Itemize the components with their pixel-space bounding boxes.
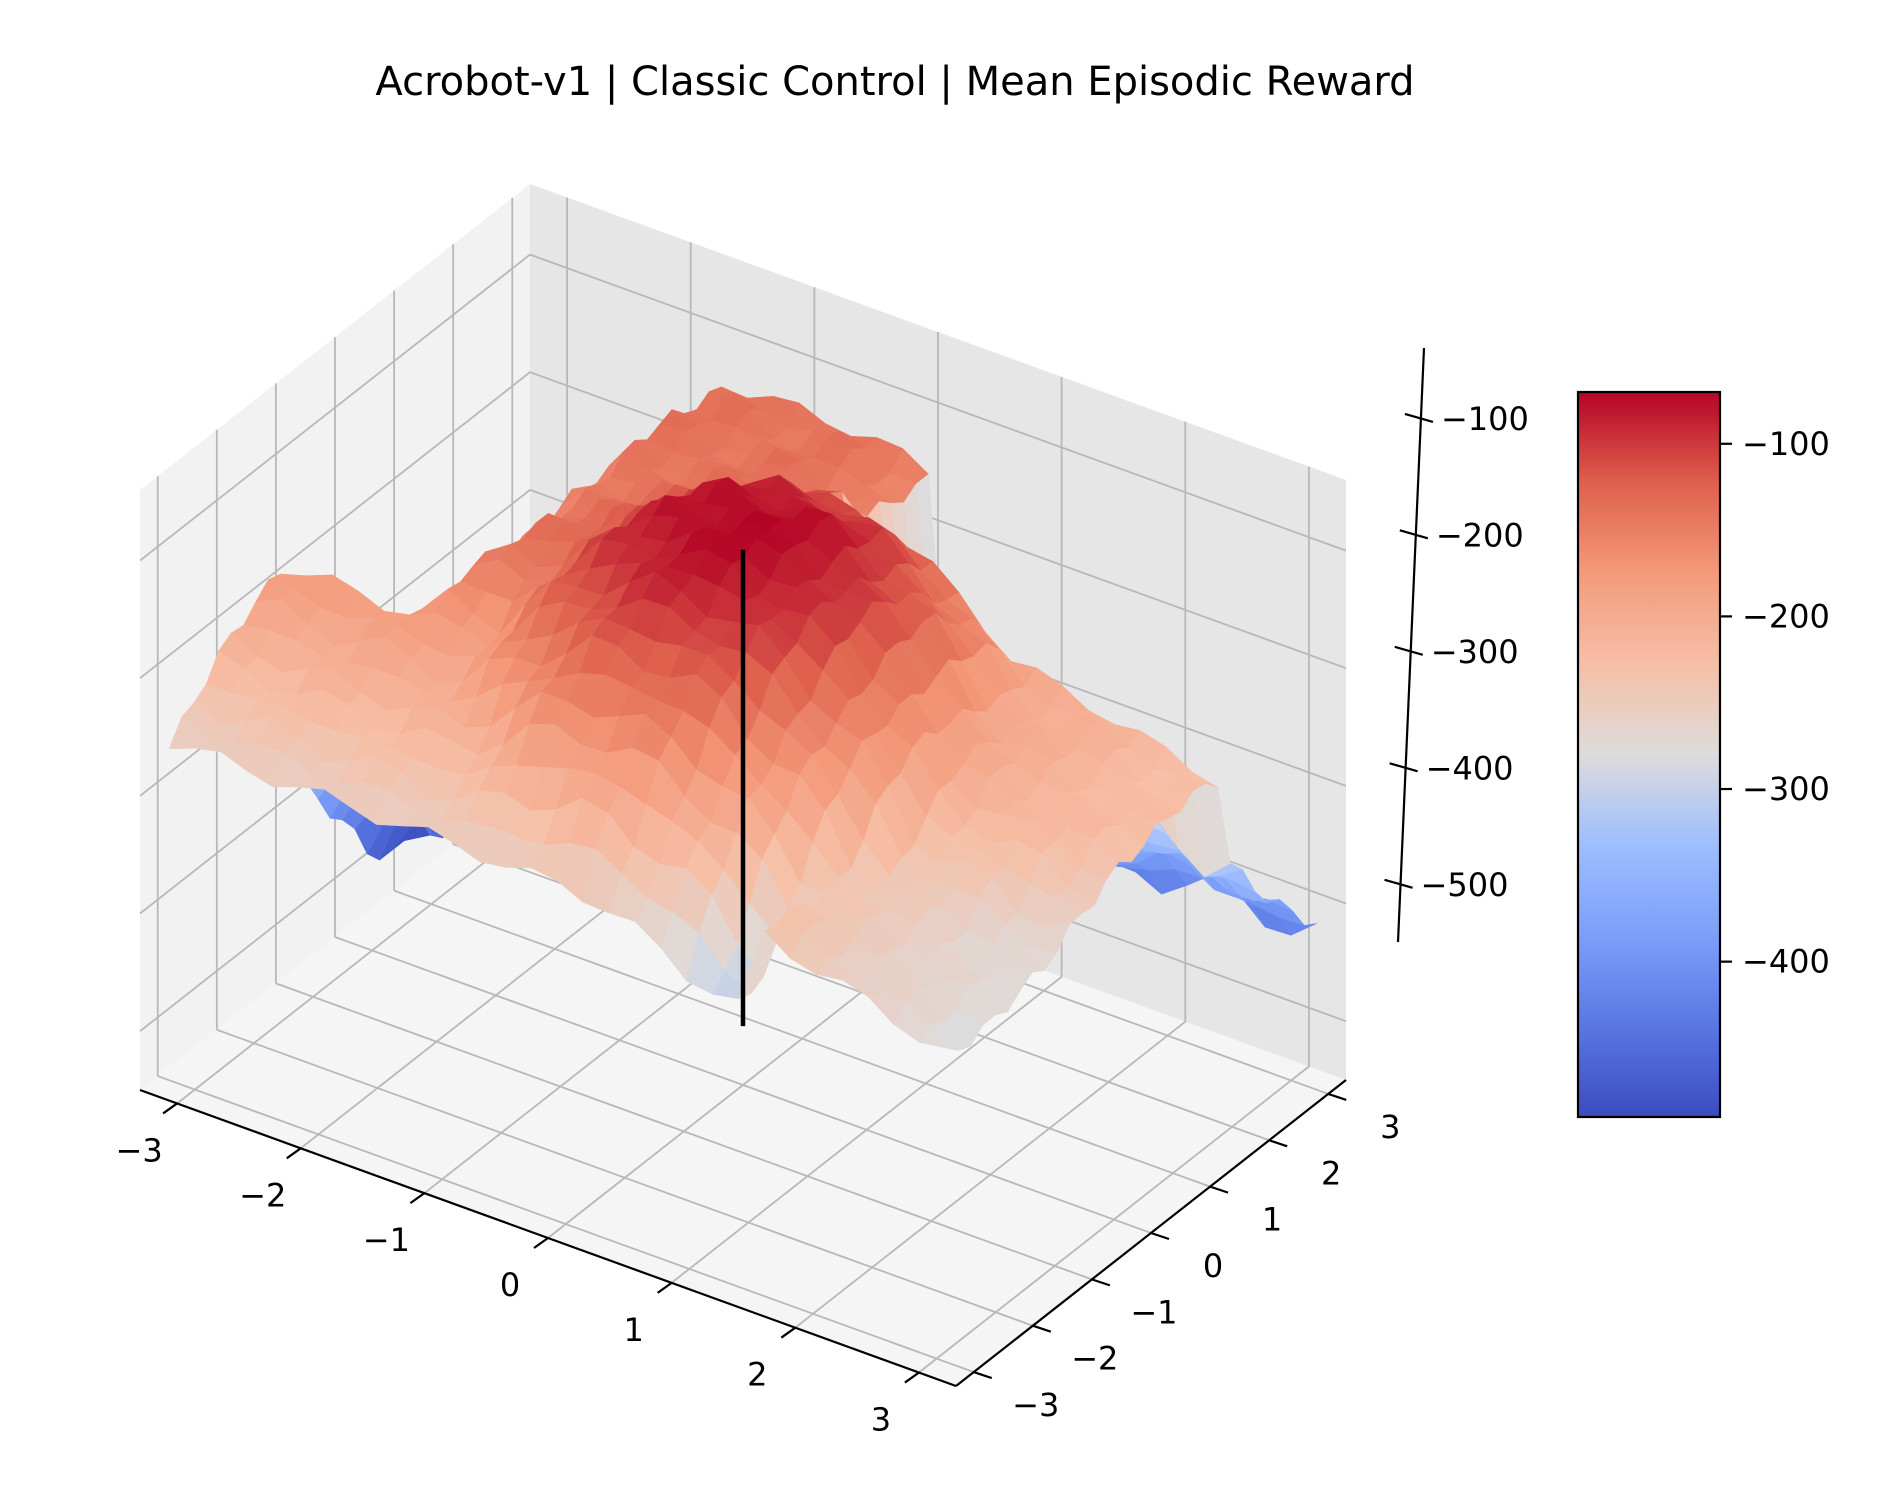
z-tick-label-1: −400 bbox=[1426, 749, 1514, 787]
y-tick-4 bbox=[1209, 1185, 1229, 1194]
y-tick-label-6: 3 bbox=[1380, 1108, 1400, 1146]
x-tick-6 bbox=[904, 1371, 920, 1384]
x-tick-label-4: 1 bbox=[623, 1311, 643, 1349]
x-tick-3 bbox=[533, 1237, 549, 1249]
x-tick-label-1: −2 bbox=[239, 1176, 286, 1214]
grid-z-4 bbox=[139, 253, 1347, 562]
z-tick-0 bbox=[1384, 878, 1413, 889]
x-tick-label-2: −1 bbox=[363, 1221, 410, 1259]
y-tick-0 bbox=[973, 1371, 993, 1380]
x-tick-0 bbox=[162, 1102, 178, 1115]
z-tick-label-0: −500 bbox=[1421, 866, 1509, 904]
grid-x-4 bbox=[671, 376, 1063, 1284]
colorbar-tick-label-3: −100 bbox=[1742, 425, 1830, 463]
chart-title: Acrobot-v1 | Classic Control | Mean Epis… bbox=[375, 59, 1414, 105]
x-tick-label-3: 0 bbox=[500, 1266, 520, 1304]
z-tick-1 bbox=[1389, 762, 1418, 773]
z-tick-label-3: −200 bbox=[1436, 516, 1524, 554]
x-tick-label-0: −3 bbox=[116, 1131, 163, 1169]
y-tick-3 bbox=[1150, 1231, 1170, 1241]
colorbar-tick-label-2: −200 bbox=[1742, 597, 1830, 635]
y-tick-6 bbox=[1327, 1092, 1347, 1101]
z-axis-line bbox=[1396, 347, 1426, 943]
grid-z-3 bbox=[139, 371, 1347, 679]
grid-x-6 bbox=[918, 466, 1310, 1374]
x-tick-1 bbox=[286, 1147, 302, 1160]
y-tick-1 bbox=[1032, 1324, 1052, 1333]
tick-marks: −3 −2 −1 0 1 2 3 −3 −2 −1 0 1 2 3 −500 −400 −300 −200 −100 bbox=[116, 400, 1529, 1439]
colorbar-gradient bbox=[1578, 392, 1720, 1117]
x-tick-label-5: 2 bbox=[747, 1356, 767, 1394]
x-tick-2 bbox=[409, 1192, 426, 1205]
y-tick-label-1: −2 bbox=[1071, 1340, 1118, 1378]
surface-plot bbox=[168, 386, 1317, 1051]
y-tick-label-2: −1 bbox=[1130, 1293, 1177, 1331]
z-tick-4 bbox=[1404, 412, 1434, 423]
x-tick-4 bbox=[656, 1281, 673, 1294]
y-tick-label-0: −3 bbox=[1012, 1386, 1059, 1424]
x-tick-label-6: 3 bbox=[871, 1401, 891, 1439]
y-tick-5 bbox=[1268, 1139, 1288, 1148]
y-tick-label-3: 0 bbox=[1203, 1247, 1223, 1285]
z-tick-2 bbox=[1394, 645, 1424, 656]
colorbar-ticks: −400 −300 −200 −100 bbox=[1720, 425, 1830, 981]
y-tick-2 bbox=[1091, 1278, 1111, 1287]
grid-x-5 bbox=[794, 421, 1187, 1329]
grid-y-floor-3 bbox=[334, 936, 1152, 1234]
x-tick-5 bbox=[780, 1326, 796, 1339]
colorbar-frame bbox=[1576, 390, 1722, 1119]
y-tick-label-5: 2 bbox=[1321, 1154, 1341, 1192]
z-tick-label-2: −300 bbox=[1431, 633, 1519, 671]
colorbar-tick-label-0: −400 bbox=[1742, 943, 1830, 981]
colorbar: −400 −300 −200 −100 bbox=[1576, 390, 1830, 1119]
z-tick-label-4: −100 bbox=[1441, 400, 1529, 438]
z-tick-3 bbox=[1399, 529, 1429, 540]
grid-y-floor-4 bbox=[393, 889, 1211, 1188]
surface-facet-29-0 bbox=[919, 1023, 959, 1051]
y-tick-label-4: 1 bbox=[1262, 1201, 1282, 1239]
colorbar-tick-label-1: −300 bbox=[1742, 770, 1830, 808]
